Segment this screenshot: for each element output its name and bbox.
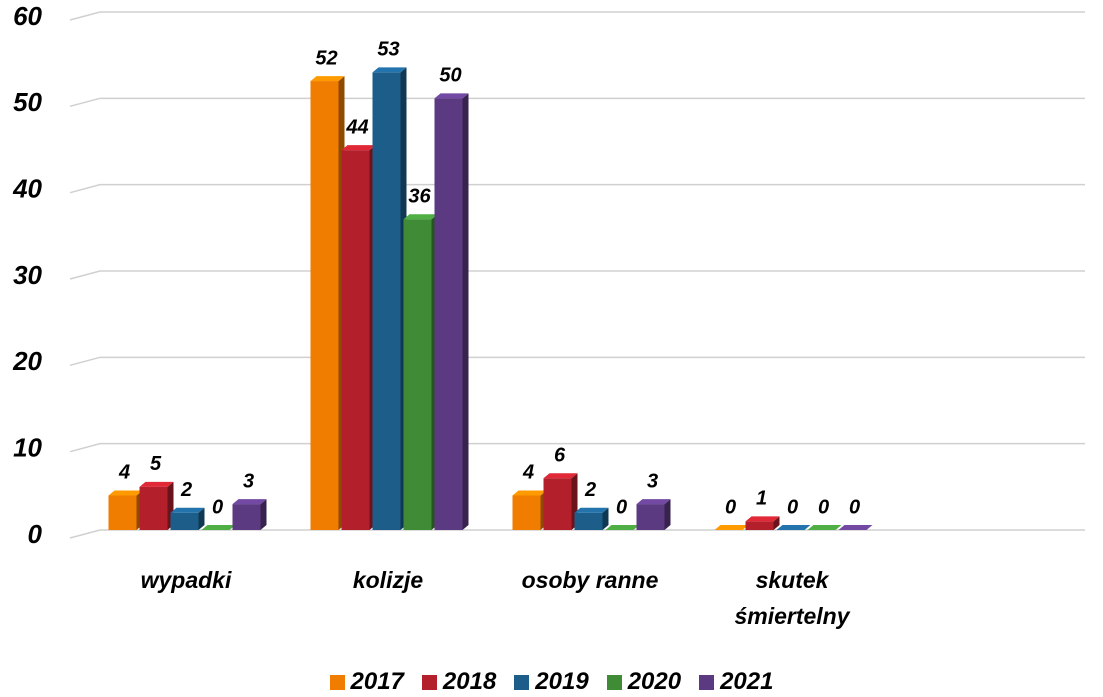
bar: [372, 72, 401, 530]
bar: [341, 150, 370, 530]
legend-swatch: [329, 674, 345, 690]
bar-top: [434, 93, 469, 99]
bar-top: [745, 516, 780, 522]
bar: [170, 512, 199, 530]
value-label: 2: [180, 479, 192, 501]
legend-label: 2019: [535, 668, 589, 695]
bar: [636, 504, 665, 530]
legend-label: 2020: [627, 668, 682, 695]
value-label: 4: [522, 462, 534, 484]
bar-top: [170, 507, 205, 513]
legend-label: 2018: [442, 668, 497, 695]
y-tick-label: 10: [13, 433, 42, 463]
bar: [745, 521, 774, 530]
bar-side: [462, 93, 469, 530]
bar: [512, 495, 541, 530]
bar-top: [776, 525, 811, 530]
bar: [574, 512, 603, 530]
value-label: 50: [439, 65, 461, 87]
bar-side: [602, 507, 609, 530]
bar-top: [838, 525, 873, 530]
value-label: 5: [150, 453, 162, 475]
bar-top: [232, 499, 267, 505]
bar: [543, 478, 572, 530]
bar-top: [403, 214, 438, 220]
y-tick-label: 60: [13, 1, 42, 31]
bar-top: [341, 145, 376, 151]
y-tick-label: 0: [28, 519, 43, 549]
value-label: 53: [377, 39, 399, 61]
legend-swatch: [606, 674, 622, 690]
value-label: 0: [818, 496, 829, 518]
value-label: 52: [315, 47, 337, 69]
bar-side: [773, 516, 780, 530]
bar: [139, 486, 168, 530]
y-tick-label: 50: [13, 87, 42, 117]
bar-side: [198, 507, 205, 530]
legend-swatch: [421, 674, 437, 690]
legend-label: 2017: [350, 668, 404, 695]
bar-top: [201, 525, 236, 530]
grid-line: [69, 183, 1085, 194]
grid-line: [69, 11, 1085, 21]
x-tick-label: osoby ranne: [521, 567, 659, 593]
x-tick-label: kolizje: [352, 567, 424, 593]
legend-swatch: [514, 674, 530, 690]
value-label: 6: [554, 444, 566, 466]
x-tick-label: wypadki: [140, 567, 232, 593]
bar-top: [714, 525, 749, 530]
legend-item: 2018: [421, 668, 497, 696]
bar-top: [543, 473, 578, 479]
legend: 2017 2018 2019 2020 2021: [0, 668, 1103, 696]
legend-label: 2021: [720, 668, 774, 695]
bar-top: [807, 525, 842, 530]
bar: [108, 495, 137, 530]
bar-top: [108, 490, 143, 496]
legend-item: 2020: [606, 668, 682, 696]
value-label: 44: [345, 116, 368, 138]
bar: [434, 98, 463, 530]
bar-top: [372, 67, 407, 73]
y-tick-label: 30: [13, 260, 42, 290]
bar-top: [310, 76, 345, 82]
y-tick-label: 20: [12, 346, 42, 376]
bar-top: [139, 481, 174, 487]
grid-line: [69, 270, 1085, 280]
grid-line: [69, 442, 1085, 453]
grid-line: [69, 356, 1085, 367]
bar-top: [574, 507, 609, 513]
legend-item: 2017: [329, 668, 404, 696]
grid-line: [69, 529, 1085, 539]
value-label: 1: [756, 488, 767, 510]
bar: [403, 219, 432, 530]
bar: [310, 81, 339, 531]
value-label: 0: [212, 496, 223, 518]
bar-top: [605, 525, 640, 530]
value-label: 0: [725, 496, 736, 518]
legend-item: 2021: [699, 668, 773, 696]
value-label: 0: [849, 496, 860, 518]
bar-side: [664, 499, 671, 530]
bar-top: [512, 490, 547, 496]
value-label: 0: [616, 496, 627, 518]
x-tick-label: skutek śmiertelny: [734, 567, 850, 629]
bar-top: [636, 499, 671, 505]
bar-side: [260, 499, 267, 530]
y-tick-label: 40: [12, 174, 42, 204]
value-label: 0: [787, 496, 798, 518]
grid-line: [69, 97, 1085, 108]
value-label: 2: [584, 479, 596, 501]
legend-swatch: [699, 674, 715, 690]
bar: [232, 504, 261, 530]
legend-item: 2019: [514, 668, 589, 696]
value-label: 3: [647, 470, 658, 492]
value-label: 3: [243, 470, 254, 492]
value-label: 4: [118, 462, 130, 484]
value-label: 36: [408, 185, 431, 207]
